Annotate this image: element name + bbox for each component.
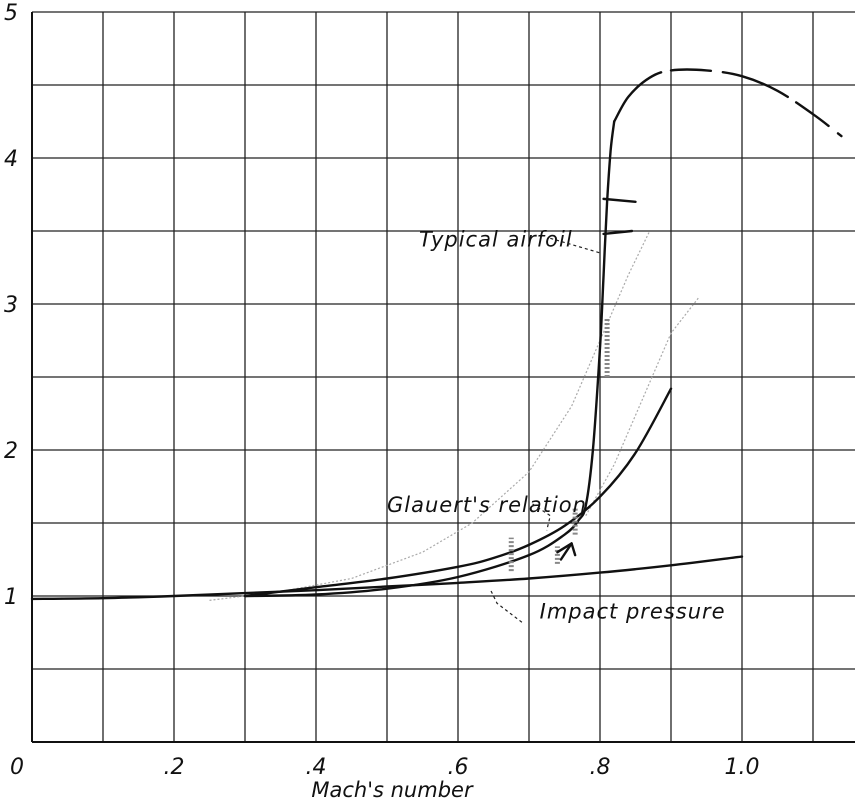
annotation-label: Impact pressure — [540, 600, 726, 624]
curve-tick-mark — [602, 229, 634, 236]
x-tick-label: 0 — [10, 755, 24, 780]
x-tick-label: .4 — [306, 755, 327, 780]
series-line-3 — [613, 68, 843, 138]
y-tick-label: 3 — [4, 293, 18, 318]
hatch-marks — [508, 197, 637, 572]
arrow-head-mark — [556, 542, 577, 557]
series-line-1 — [243, 387, 673, 598]
x-tick-label: .8 — [590, 755, 611, 780]
series-line-0 — [30, 555, 744, 601]
x-tick-label: 1.0 — [725, 755, 760, 780]
curve-tick-mark — [602, 197, 637, 204]
annotation-label: Typical airfoil — [419, 227, 573, 251]
x-tick-labels: 0 .2 .4 .6 .8 1.0 — [10, 755, 760, 780]
annotation-leader — [532, 503, 551, 531]
faint-guide-line — [585, 296, 700, 516]
y-tick-labels: 1 2 3 4 5 — [4, 1, 18, 610]
y-tick-label: 1 — [4, 585, 18, 610]
y-tick-label: 2 — [4, 439, 18, 464]
x-tick-label: .2 — [164, 755, 185, 780]
annotation-leader — [489, 588, 523, 623]
grid-lines — [31, 11, 855, 743]
annotation-leader — [550, 237, 601, 254]
x-axis-title: Mach's number — [311, 778, 474, 802]
series-line-2 — [243, 120, 616, 598]
x-tick-label: .6 — [448, 755, 469, 780]
annotations: Typical airfoil Glauert's relation Impact … — [387, 227, 726, 624]
faint-guide-line — [209, 230, 651, 601]
annotation-label: Glauert's relation — [387, 493, 587, 517]
y-tick-label: 4 — [4, 147, 18, 172]
faint-guide-curves — [209, 230, 700, 601]
series-lines — [30, 68, 843, 601]
y-tick-label: 5 — [4, 1, 18, 26]
arrow-mark — [559, 542, 573, 561]
